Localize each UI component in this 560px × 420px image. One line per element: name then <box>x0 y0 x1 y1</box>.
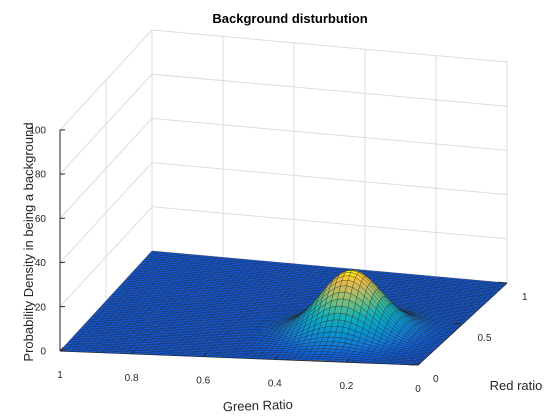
x-tick-label: 0.8 <box>125 373 139 384</box>
x-tick-label: 0.2 <box>339 381 353 392</box>
x-tick-mark <box>59 347 64 352</box>
y-tick-label: 1 <box>522 292 528 303</box>
x-axis-label: Green Ratio <box>223 397 294 414</box>
z-tick-label: 60 <box>35 214 47 225</box>
x-tick-label: 0 <box>415 384 421 395</box>
x-tick-mark <box>274 355 279 360</box>
z-axis-label: Probability Density in being a backgroun… <box>21 122 36 361</box>
y-axis-label: Red ratio <box>490 378 543 393</box>
tick-labels: 1 0.8 0.6 0.4 0.2 0 0 0.5 1 0 20 40 60 80 100 <box>29 126 528 396</box>
z-tick-label: 40 <box>35 258 47 269</box>
x-tick-label: 0.6 <box>196 376 210 387</box>
y-tick-mark <box>498 281 508 284</box>
y-tick-label: 0 <box>433 374 439 385</box>
y-tick-label: 0.5 <box>478 333 492 344</box>
x-tick-label: 1 <box>57 370 63 381</box>
x-tick-mark <box>346 358 350 363</box>
chart-title: Background disturbution <box>212 11 367 26</box>
z-tick-label: 0 <box>40 347 46 358</box>
grid-line <box>59 73 508 175</box>
surface-layer <box>59 250 508 366</box>
z-tick-label: 80 <box>35 170 47 181</box>
x-tick-mark <box>202 353 207 357</box>
x-tick-mark <box>417 361 422 366</box>
grid-line <box>59 206 508 308</box>
grid-line <box>59 117 508 219</box>
grid-line <box>59 29 508 131</box>
z-tick-label: 100 <box>29 126 46 137</box>
x-tick-label: 0.4 <box>268 378 282 389</box>
y-tick-mark <box>453 322 463 325</box>
x-tick-mark <box>131 350 136 355</box>
grid-line <box>59 162 508 263</box>
z-tick-label: 20 <box>35 302 47 313</box>
